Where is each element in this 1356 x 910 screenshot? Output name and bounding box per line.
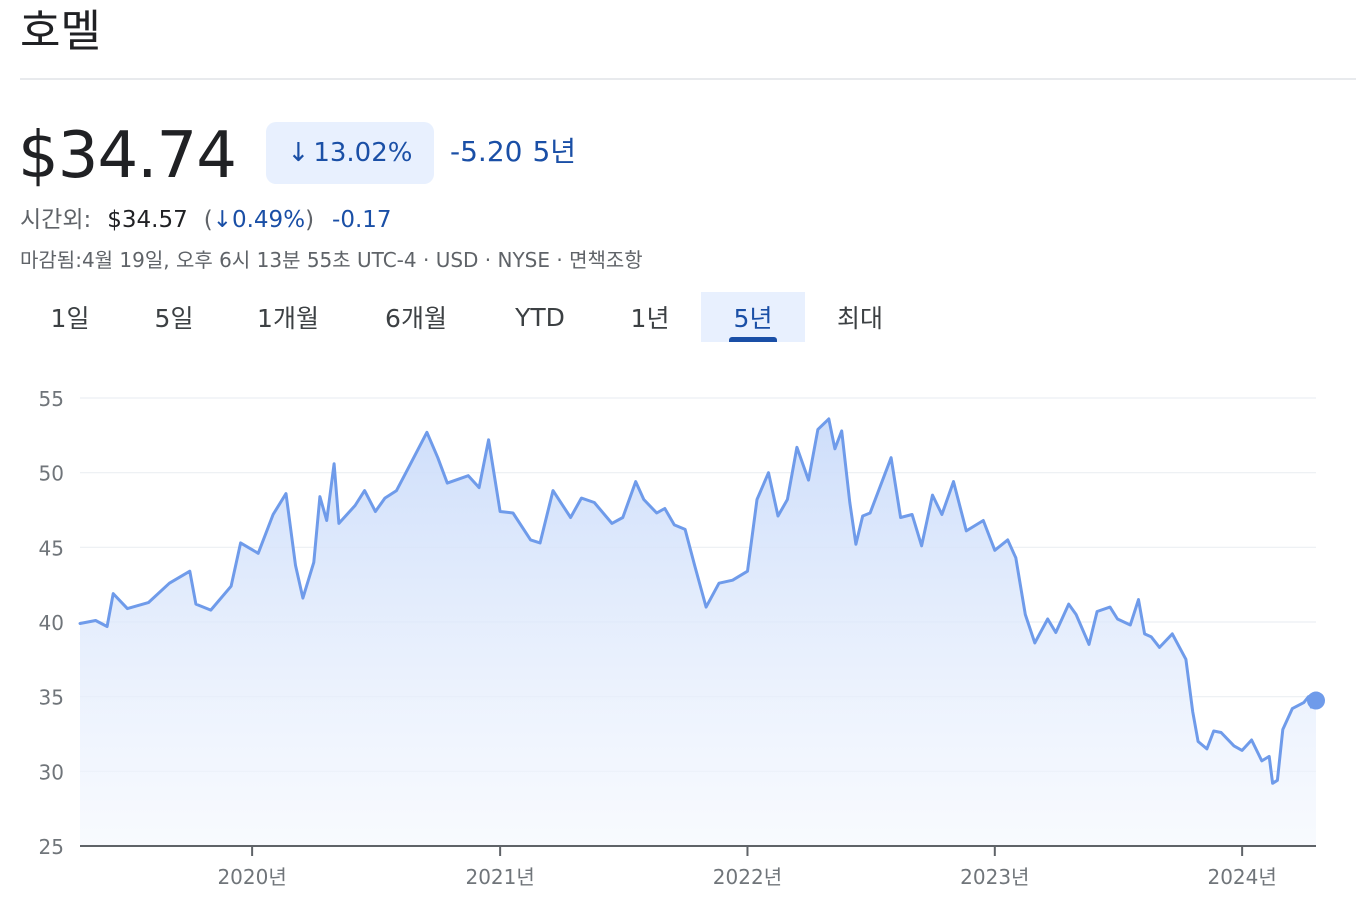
y-tick-label: 25 xyxy=(39,835,64,859)
tab-label: YTD xyxy=(515,302,565,332)
after-hours-close-paren: ) xyxy=(305,207,315,233)
arrow-down-icon: ↓ xyxy=(212,207,232,233)
price-area-fill xyxy=(80,418,1316,846)
tab-label: 1년 xyxy=(630,304,670,333)
y-tick-label: 55 xyxy=(39,387,64,411)
tab-1y[interactable]: 1년 xyxy=(600,292,700,342)
tab-label: 5년 xyxy=(733,304,773,333)
market-meta-info: 마감됨:4월 19일, 오후 6시 13분 55초 UTC-4 · USD · … xyxy=(20,248,643,272)
tab-label: 최대 xyxy=(836,304,883,333)
after-hours-row: 시간외: $34.57 ( ↓ 0.49% ) -0.17 xyxy=(20,204,392,236)
x-tick-label: 2021년 xyxy=(465,865,534,889)
after-hours-change-percent: 0.49% xyxy=(231,207,306,233)
tab-label: 1개월 xyxy=(257,304,319,333)
y-tick-label: 45 xyxy=(39,536,64,560)
after-hours-open-paren: ( xyxy=(203,207,213,233)
after-hours-price: $34.57 xyxy=(107,207,188,233)
change-value: -5.20 xyxy=(450,135,523,168)
y-tick-label: 35 xyxy=(39,686,64,710)
change-period: 5년 xyxy=(532,135,577,168)
tab-ytd[interactable]: YTD xyxy=(490,292,590,342)
after-hours-label: 시간외: xyxy=(20,207,92,233)
current-price: $34.74 xyxy=(18,119,237,193)
page-title: 호멜 xyxy=(20,6,101,57)
tab-label: 6개월 xyxy=(385,304,447,333)
y-tick-label: 30 xyxy=(39,760,64,784)
tab-1d[interactable]: 1일 xyxy=(20,292,120,342)
tab-5y[interactable]: 5년 xyxy=(701,292,805,342)
arrow-down-icon: ↓ xyxy=(287,138,310,168)
x-tick-label: 2023년 xyxy=(960,865,1029,889)
tab-label: 1일 xyxy=(50,304,90,333)
x-tick-label: 2022년 xyxy=(713,865,782,889)
price-line xyxy=(78,417,1318,785)
tab-underline xyxy=(729,337,777,342)
y-tick-label: 40 xyxy=(39,611,64,635)
change-summary: -5.20 5년 xyxy=(450,134,576,170)
tab-max[interactable]: 최대 xyxy=(810,292,910,342)
x-tick-label: 2020년 xyxy=(217,865,286,889)
change-percent-badge: ↓ 13.02% xyxy=(266,122,434,184)
tab-6m[interactable]: 6개월 xyxy=(366,292,466,342)
after-hours-change-value: -0.17 xyxy=(332,207,392,233)
change-percent: 13.02% xyxy=(313,138,413,168)
tab-1m[interactable]: 1개월 xyxy=(238,292,338,342)
title-divider xyxy=(20,78,1356,80)
y-tick-label: 50 xyxy=(39,462,64,486)
tab-label: 5일 xyxy=(154,304,194,333)
current-price-marker xyxy=(1307,691,1325,710)
x-tick-label: 2024년 xyxy=(1207,865,1276,889)
price-chart[interactable]: 55 50 45 40 35 30 25 2020년 2021년 2022년 2023년 2024년 xyxy=(0,360,1356,910)
tab-5d[interactable]: 5일 xyxy=(124,292,224,342)
range-tabs: 1일 5일 1개월 6개월 YTD 1년 5년 최대 xyxy=(20,292,1020,342)
